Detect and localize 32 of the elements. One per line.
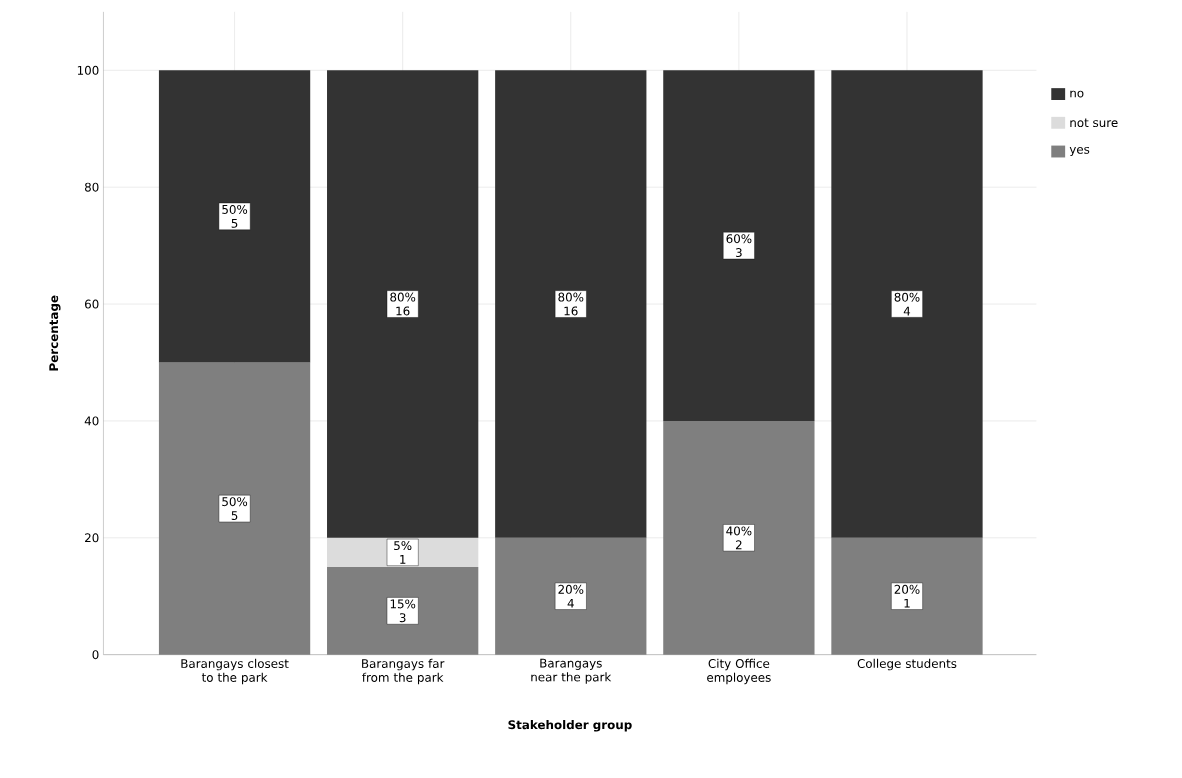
y-tick-label: 80 <box>84 182 99 192</box>
y-tick-label: 0 <box>92 649 99 659</box>
bar <box>327 70 479 538</box>
legend-label: yes <box>1069 146 1090 156</box>
y-tick-label: 100 <box>77 65 99 75</box>
data-label: 20% 4 <box>558 584 584 608</box>
x-tick-label: Barangays closest to the park <box>181 658 289 684</box>
y-tick-label: 40 <box>84 416 99 426</box>
y-tick-label: 20 <box>85 533 99 543</box>
data-label: 50% 5 <box>222 496 248 520</box>
bar <box>663 70 815 421</box>
x-tick-label: College students <box>857 658 957 671</box>
bar <box>495 70 647 538</box>
bar <box>831 70 983 538</box>
y-axis-title: Percentage <box>49 295 61 371</box>
bar <box>158 70 311 363</box>
x-tick-label: City Office employees <box>707 658 771 684</box>
data-label: 80% 4 <box>894 292 920 316</box>
data-label: 5% 1 <box>394 540 412 564</box>
x-tick-label: Barangays near the park <box>531 658 612 684</box>
x-tick-label: Barangays far from the park <box>362 658 445 684</box>
legend-label: not sure <box>1070 118 1118 127</box>
data-label: 80% 16 <box>390 292 416 316</box>
data-label: 50% 5 <box>222 204 248 228</box>
data-label: 80% 16 <box>558 292 584 316</box>
data-label: 20% 1 <box>894 584 920 608</box>
y-tick-label: 60 <box>84 299 99 309</box>
data-label: 60% 3 <box>726 233 752 257</box>
data-label: 40% 2 <box>726 526 752 549</box>
data-label: 15% 3 <box>390 599 416 623</box>
legend-label: no <box>1070 90 1084 98</box>
x-axis-title: Stakeholder group <box>508 719 632 732</box>
